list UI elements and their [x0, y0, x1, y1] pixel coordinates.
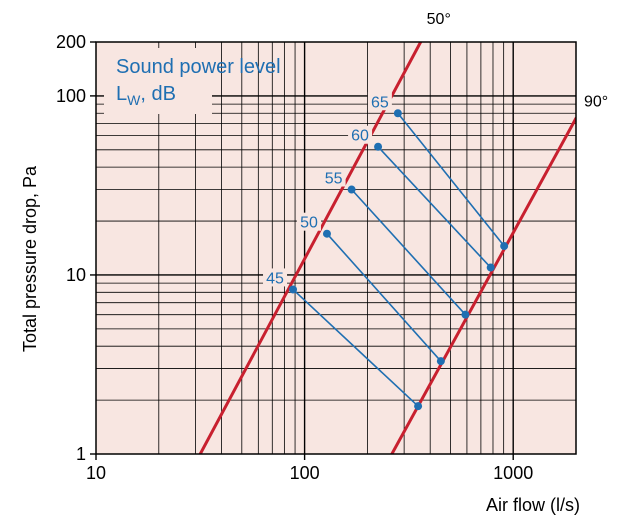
sound-level-point [374, 142, 383, 151]
y-axis-title: Total pressure drop, Pa [20, 165, 40, 352]
series-labels: 50° 90° [427, 11, 609, 110]
annotation-line2: LW, dB [116, 83, 176, 108]
sound-level-label: 45 [266, 270, 284, 287]
curve-90-deg [390, 116, 576, 454]
annotation-l: L [116, 83, 127, 105]
x-tick-label: 100 [290, 463, 320, 483]
sound-level-line [326, 233, 442, 362]
sound-level-point [486, 263, 495, 272]
sound-level-label-bg [367, 92, 392, 111]
annotation-unit: , dB [140, 83, 176, 105]
sound-level-point [461, 310, 470, 319]
y-tick-label: 10 [66, 265, 86, 285]
sound-level-label-bg [348, 125, 373, 144]
y-tick-label: 1 [76, 444, 86, 464]
sound-level-line [351, 188, 466, 316]
sound-level-point [322, 229, 331, 238]
annotation-line1: Sound power level [116, 56, 281, 78]
sound-level-label: 55 [325, 171, 343, 188]
sound-level-line [377, 146, 492, 269]
curve-50-deg [198, 42, 423, 454]
sound-level-line [292, 288, 419, 407]
sound-level-label: 60 [351, 128, 369, 145]
y-tick-label: 200 [56, 32, 86, 52]
sound-level-point [347, 185, 356, 194]
plot-frame [95, 41, 577, 455]
curve-lines [198, 42, 576, 454]
sound-level-label-bg [321, 168, 346, 187]
sound-level-point [289, 285, 298, 294]
sound-level-label: 65 [371, 94, 389, 111]
annotation-box [104, 48, 212, 114]
sound-level-line [397, 112, 505, 247]
sound-level-point [500, 242, 509, 251]
sound-level-label: 50 [300, 215, 318, 232]
sound-level-label-bg [296, 212, 321, 231]
annotation-w-subscript: W [127, 92, 141, 108]
sound-level-label-bg [263, 268, 288, 287]
y-tick-label: 100 [56, 86, 86, 106]
sound-level-point [436, 357, 445, 366]
sound-level-point [414, 402, 423, 411]
curve-label: 90° [584, 93, 608, 110]
curve-label: 50° [427, 11, 451, 28]
x-tick-label: 10 [86, 463, 106, 483]
x-tick-label: 1000 [493, 463, 533, 483]
x-axis-title: Air flow (l/s) [486, 495, 580, 515]
sound-level-point [393, 109, 402, 118]
